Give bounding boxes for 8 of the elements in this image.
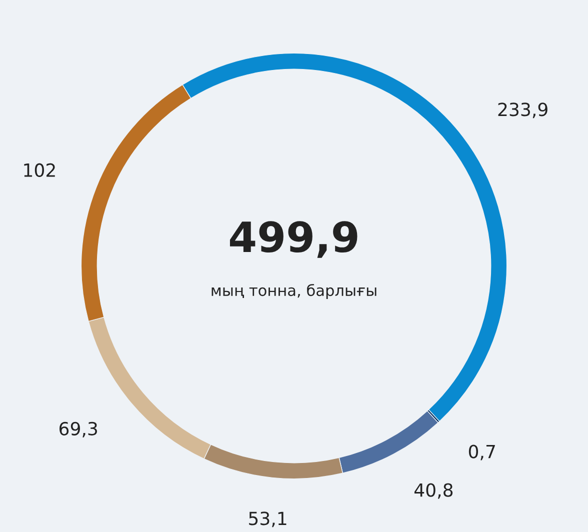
data-label: 40,8 xyxy=(414,483,453,499)
data-label: 102 xyxy=(24,163,55,177)
data-label: 233,9 xyxy=(498,102,548,118)
text: мың тонна, барлығы xyxy=(212,284,376,300)
data-label: 69,3 xyxy=(60,422,98,438)
text: 499,9 xyxy=(230,221,358,258)
data-label: 0,7 xyxy=(468,444,495,460)
data-label: 53,1 xyxy=(249,512,286,528)
